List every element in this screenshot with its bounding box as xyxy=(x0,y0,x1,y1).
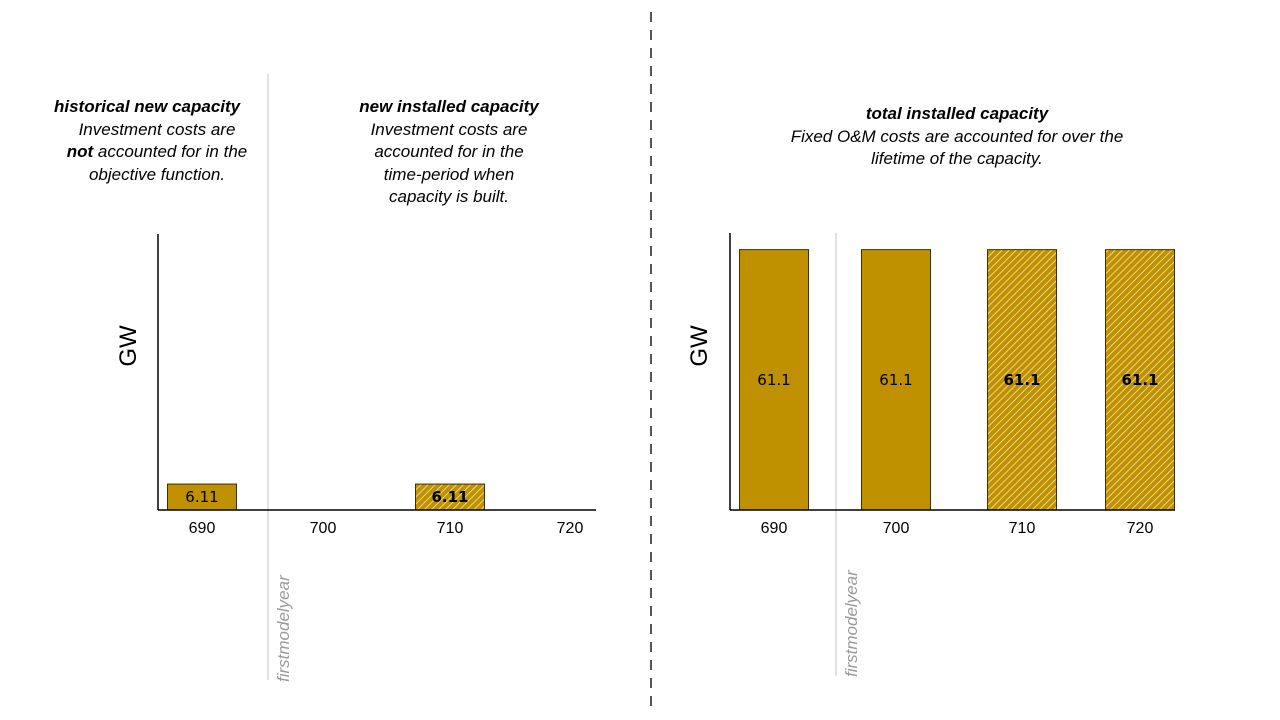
new-capacity-heading: new installed capacity xyxy=(359,97,539,116)
x-tick-label-right-690: 690 xyxy=(761,520,788,537)
historical-capacity-line-2-bold: not xyxy=(66,142,94,161)
total-capacity-heading: total installed capacity xyxy=(865,104,1049,123)
historical-capacity-annotation: historical new capacity Investment costs… xyxy=(50,96,264,186)
x-tick-label-right-710: 710 xyxy=(1009,520,1036,537)
new-capacity-line-3: time-period when xyxy=(383,164,515,184)
value-label-left-710: 6.11 xyxy=(431,488,468,506)
x-tick-label-left-690: 690 xyxy=(189,520,216,537)
total-capacity-line-1: Fixed O&M costs are accounted for over t… xyxy=(790,126,1124,146)
new-capacity-line-1: Investment costs are xyxy=(370,119,528,139)
bar-right-700 xyxy=(861,249,931,511)
bar-right-710 xyxy=(987,249,1057,511)
total-capacity-annotation: total installed capacity Fixed O&M costs… xyxy=(740,103,1174,171)
total-capacity-line-2: lifetime of the capacity. xyxy=(871,149,1043,168)
value-label-right-710: 61.1 xyxy=(1003,371,1040,389)
y-axis-title: GW xyxy=(686,325,713,367)
value-label-right-690: 61.1 xyxy=(757,371,790,389)
x-tick-label-left-710: 710 xyxy=(437,520,464,537)
bar-left-690 xyxy=(167,483,237,511)
value-label-right-720: 61.1 xyxy=(1121,371,1158,389)
bar-left-710 xyxy=(415,483,485,511)
firstmodelyear-label: firstmodelyear xyxy=(842,569,861,677)
bar-right-720 xyxy=(1105,249,1175,511)
historical-capacity-line-3: objective function. xyxy=(88,164,226,184)
new-capacity-line-4: capacity is built. xyxy=(389,187,509,206)
x-tick-label-left-720: 720 xyxy=(557,520,584,537)
value-label-right-700: 61.1 xyxy=(879,371,912,389)
historical-vs-new-capacity-chart: 6.11 6.11 690 700 710 720 GW firstmodelyear xyxy=(115,74,596,682)
x-tick-label-right-700: 700 xyxy=(883,520,910,537)
historical-capacity-heading: historical new capacity xyxy=(54,97,241,116)
value-label-left-690: 6.11 xyxy=(185,488,218,506)
new-capacity-annotation: new installed capacity Investment costs … xyxy=(340,96,558,209)
x-tick-label-left-700: 700 xyxy=(310,520,337,537)
total-capacity-chart: 61.1 61.1 61.1 61.1 690 700 710 720 GW firstmodel… xyxy=(686,233,1175,677)
historical-capacity-line-1: Investment costs are xyxy=(78,119,236,139)
y-axis-title: GW xyxy=(115,325,142,367)
new-capacity-line-2: accounted for in the xyxy=(374,142,524,161)
firstmodelyear-label: firstmodelyear xyxy=(274,574,293,682)
historical-capacity-line-2: accounted for in the xyxy=(93,142,248,161)
x-tick-label-right-720: 720 xyxy=(1127,520,1154,537)
bar-right-690 xyxy=(739,249,809,511)
